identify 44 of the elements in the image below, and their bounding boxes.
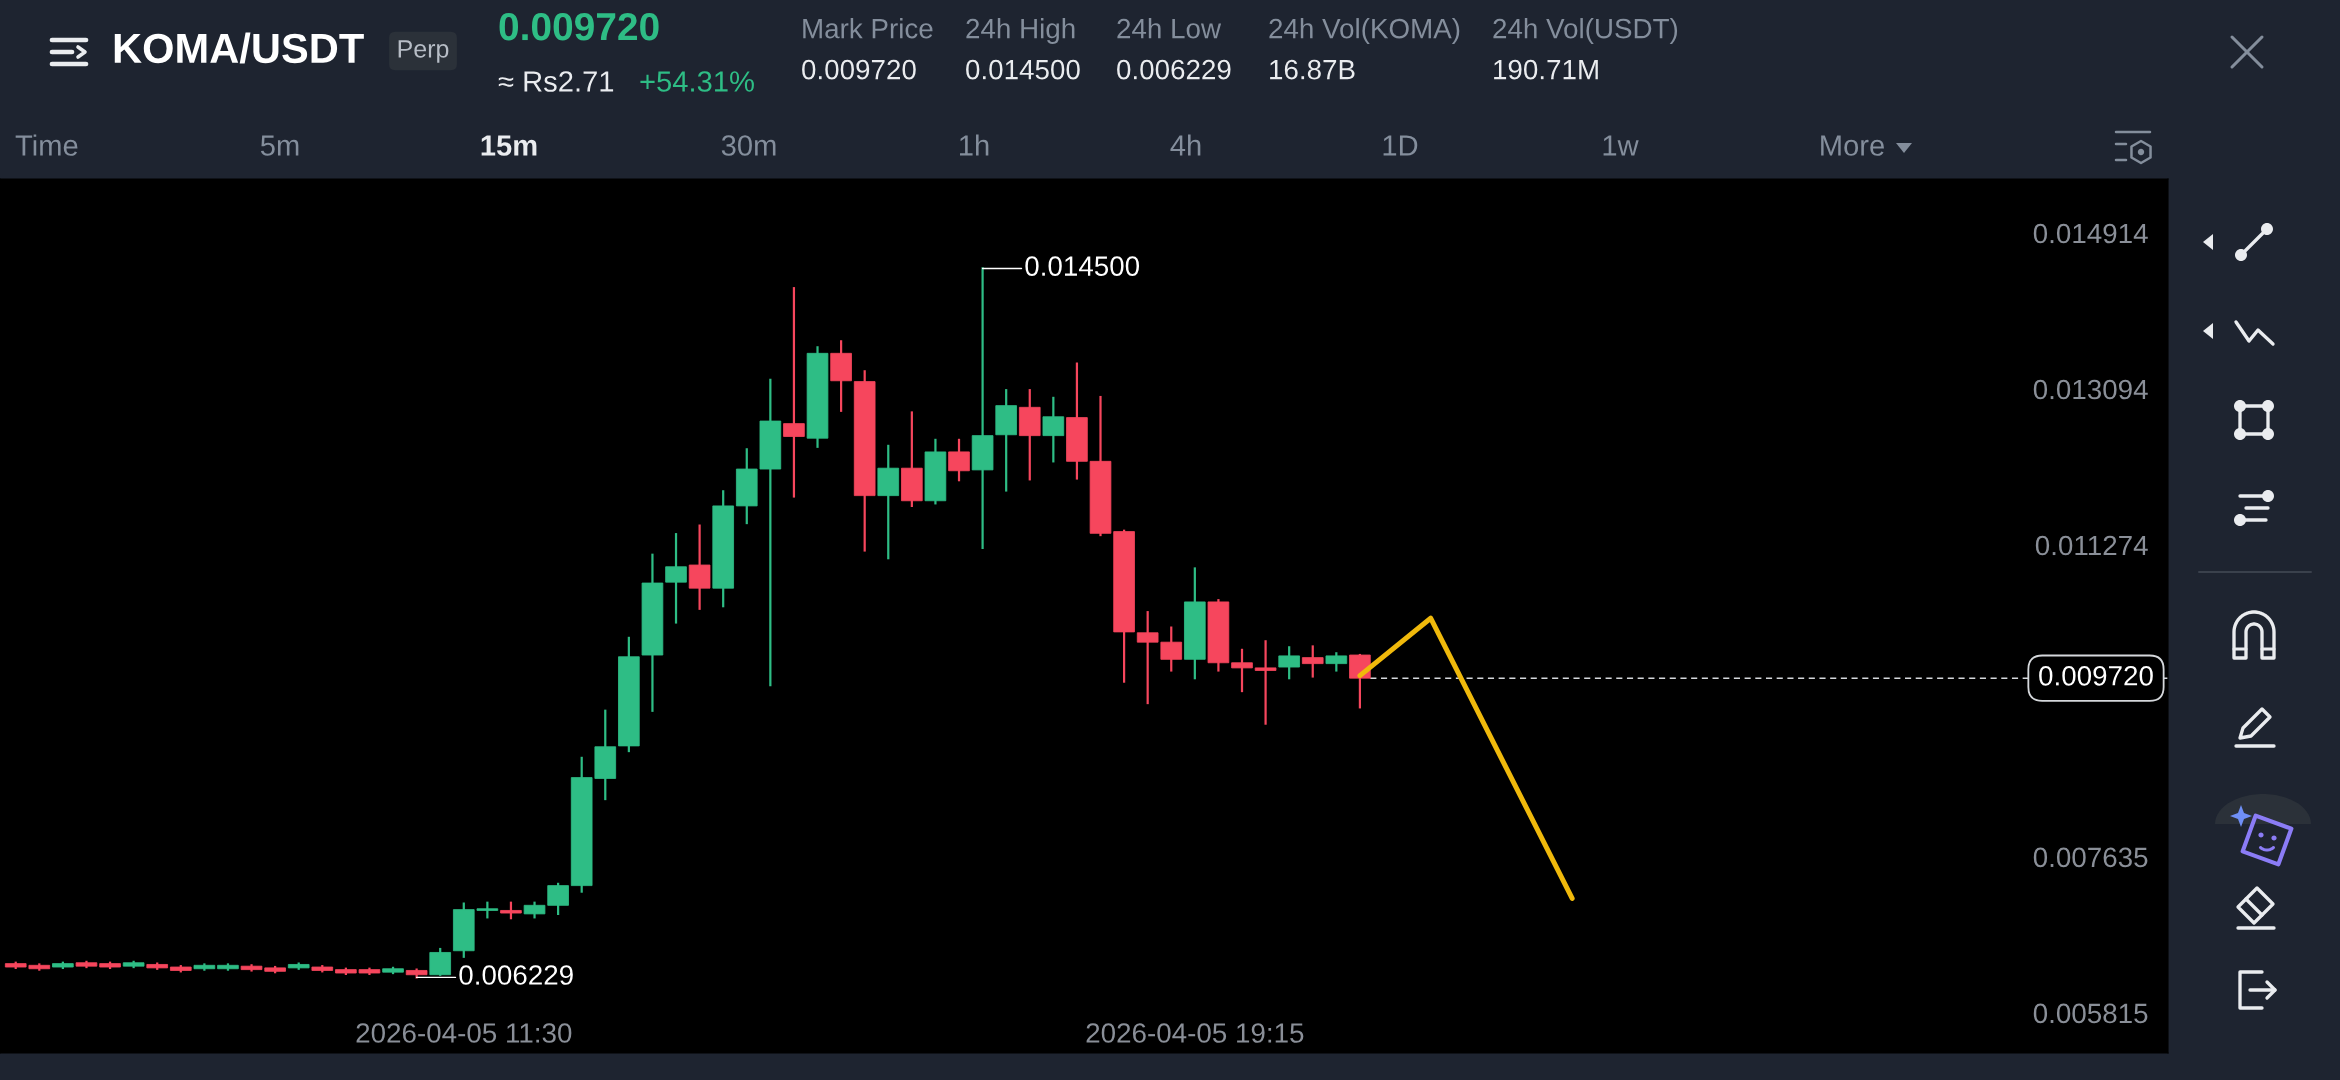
text: 24h High xyxy=(966,18,1075,44)
text: 24h Vol(KOMA) xyxy=(1269,18,1460,44)
chart-title: KOMA/USDT xyxy=(114,32,364,64)
candlestick xyxy=(1231,648,1253,693)
text: 4h xyxy=(1170,134,1201,156)
candlestick xyxy=(1254,640,1277,725)
ref-line-label: 0.009720 xyxy=(2039,665,2153,686)
text: 0.006229 xyxy=(1117,59,1231,80)
text: 190.71M xyxy=(1494,59,1598,80)
text: +54.31% xyxy=(640,71,754,92)
candlestick xyxy=(688,524,711,610)
y-tick-label: 0.011274 xyxy=(2035,535,2148,556)
x-tick-label: 2026-04-05 19:15 xyxy=(1086,1023,1304,1043)
candlestick xyxy=(948,438,970,482)
candlestick xyxy=(1042,396,1065,463)
x-tick-label: 2026-04-05 11:30 xyxy=(356,1023,572,1043)
y-tick-label: 0.005815 xyxy=(2033,1003,2148,1024)
candlestick xyxy=(1301,645,1324,678)
text: Time xyxy=(15,134,78,156)
text: 1D xyxy=(1383,135,1418,156)
text: 24h Low xyxy=(1117,18,1222,39)
text: 16.87B xyxy=(1270,59,1355,80)
text: 30m xyxy=(721,135,776,156)
annotation: 0.014500 xyxy=(1025,256,1140,276)
text: 0.014500 xyxy=(966,59,1080,80)
text: 15m xyxy=(481,135,537,156)
text: 1h xyxy=(960,134,989,156)
candlestick xyxy=(665,533,687,624)
text: 1w xyxy=(1603,135,1639,156)
candlestick xyxy=(429,947,451,976)
text: ≈ Rs2.71 xyxy=(498,71,614,92)
text: More xyxy=(1821,135,1884,156)
text: 5m xyxy=(260,135,299,156)
y-tick-label: 0.013094 xyxy=(2033,379,2148,400)
text: Mark Price xyxy=(803,18,933,39)
y-tick-label: 0.007635 xyxy=(2033,847,2148,868)
text: 24h Vol(USDT) xyxy=(1493,18,1678,44)
text: 0.009720 xyxy=(802,59,916,80)
candlestick xyxy=(1278,646,1300,680)
candlestick xyxy=(783,287,805,498)
text: Perp xyxy=(398,40,449,63)
text: 0.009720 xyxy=(499,12,659,41)
annotation: 0.006229 xyxy=(459,965,573,985)
y-tick-label: 0.014914 xyxy=(2033,223,2148,244)
